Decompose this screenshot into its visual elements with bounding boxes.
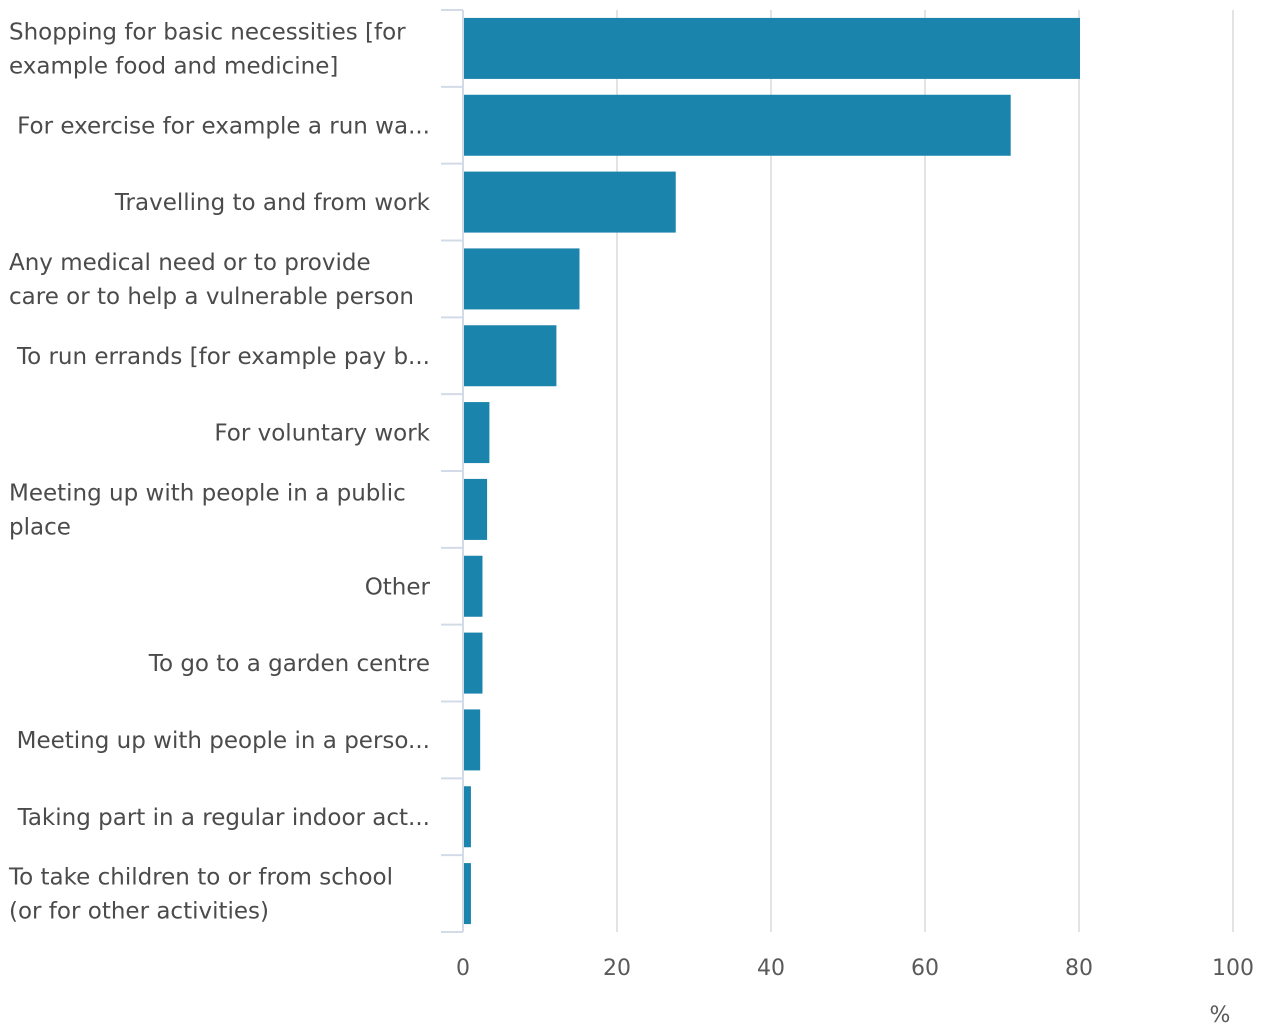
bars	[464, 17, 1080, 925]
category-label-line: example food and medicine]	[9, 53, 338, 79]
bar-3	[464, 171, 676, 233]
x-tick-label-20: 20	[603, 956, 631, 981]
x-tick-label-100: 100	[1212, 956, 1254, 981]
category-label-5: To run errands [for example pay b...	[16, 344, 430, 370]
category-label-line: (or for other activities)	[9, 899, 269, 925]
bar-9	[464, 632, 483, 694]
bar-4	[464, 248, 580, 310]
category-label-7: Meeting up with people in a public place	[9, 480, 406, 540]
bar-12	[464, 863, 471, 925]
x-tick-label-60: 60	[911, 956, 939, 981]
category-label-line: To go to a garden centre	[148, 651, 430, 677]
category-label-2: For exercise for example a run wa...	[17, 113, 430, 139]
category-label-line: Taking part in a regular indoor act...	[17, 805, 430, 831]
x-axis-ticks: 0 20 40 60 80 100	[456, 956, 1254, 981]
category-label-line: care or to help a vulnerable person	[9, 284, 414, 310]
category-label-6: For voluntary work	[214, 421, 430, 447]
bar-8	[464, 555, 483, 617]
category-axis	[441, 9, 464, 933]
category-label-line: To run errands [for example pay b...	[16, 344, 430, 370]
category-label-8: Other	[365, 574, 431, 600]
category-label-3: Travelling to and from work	[114, 190, 431, 216]
bar-7	[464, 478, 488, 540]
bar-5	[464, 325, 557, 387]
x-tick-label-80: 80	[1065, 956, 1093, 981]
x-tick-label-40: 40	[757, 956, 785, 981]
category-label-12: To take children to or from school (or fo…	[8, 865, 393, 925]
category-label-line: Any medical need or to provide	[9, 250, 371, 276]
category-label-10: Meeting up with people in a perso...	[17, 728, 430, 754]
category-label-4: Any medical need or to provide care or to…	[9, 250, 414, 310]
category-label-line: Shopping for basic necessities [for	[9, 19, 406, 45]
bar-11	[464, 786, 471, 848]
category-label-1: Shopping for basic necessities [for examp…	[9, 19, 406, 79]
category-label-line: Meeting up with people in a public	[9, 480, 406, 506]
bar-2	[464, 94, 1011, 156]
category-label-line: Meeting up with people in a perso...	[17, 728, 430, 754]
category-label-line: Travelling to and from work	[114, 190, 431, 216]
category-label-line: For voluntary work	[214, 421, 430, 447]
category-label-line: place	[9, 514, 71, 540]
category-label-11: Taking part in a regular indoor act...	[17, 805, 430, 831]
category-label-9: To go to a garden centre	[148, 651, 430, 677]
category-label-line: To take children to or from school	[8, 865, 393, 891]
x-tick-label-0: 0	[456, 956, 470, 981]
bar-1	[464, 17, 1080, 79]
category-label-line: For exercise for example a run wa...	[17, 113, 430, 139]
bar-6	[464, 402, 490, 464]
x-axis-unit-label: %	[1210, 1003, 1231, 1023]
gridlines	[616, 10, 1234, 932]
category-label-line: Other	[365, 574, 431, 600]
bar-10	[464, 709, 481, 771]
category-labels: Shopping for basic necessities [for examp…	[8, 19, 431, 924]
